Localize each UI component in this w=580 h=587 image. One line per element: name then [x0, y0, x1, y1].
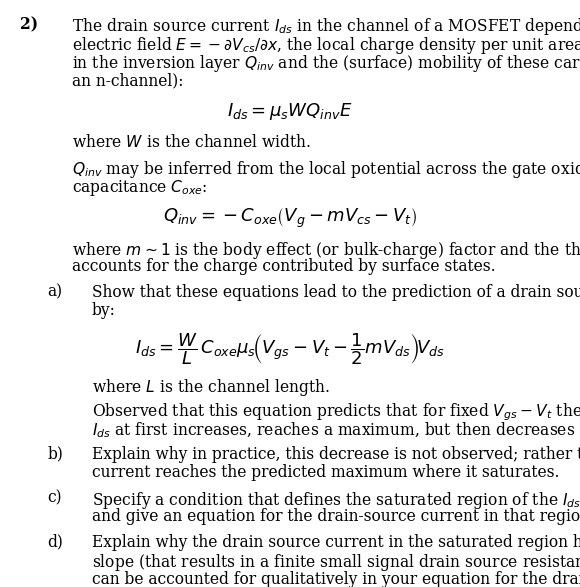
Text: by:: by:	[92, 302, 115, 319]
Text: The drain source current $I_{ds}$ in the channel of a MOSFET depends upon the lo: The drain source current $I_{ds}$ in the…	[72, 16, 580, 38]
Text: in the inversion layer $Q_{inv}$ and the (surface) mobility of these carriers $\: in the inversion layer $Q_{inv}$ and the…	[72, 53, 580, 75]
Text: accounts for the charge contributed by surface states.: accounts for the charge contributed by s…	[72, 258, 496, 275]
Text: b): b)	[48, 446, 63, 463]
Text: $Q_{inv}$ may be inferred from the local potential across the gate oxide and the: $Q_{inv}$ may be inferred from the local…	[72, 160, 580, 180]
Text: Explain why in practice, this decrease is not observed; rather the drain source: Explain why in practice, this decrease i…	[92, 446, 580, 463]
Text: Explain why the drain source current in the saturated region has a small positiv: Explain why the drain source current in …	[92, 534, 580, 551]
Text: slope (that results in a finite small signal drain source resistance $r_{ds}$) a: slope (that results in a finite small si…	[92, 552, 580, 573]
Text: where $W$ is the channel width.: where $W$ is the channel width.	[72, 134, 311, 151]
Text: Observed that this equation predicts that for fixed $V_{gs} - V_t$ the drain sou: Observed that this equation predicts tha…	[92, 402, 580, 423]
Text: 2): 2)	[20, 16, 38, 33]
Text: Specify a condition that defines the saturated region of the $I_{ds}$, $V_{ds}$ : Specify a condition that defines the sat…	[92, 490, 580, 511]
Text: a): a)	[48, 284, 63, 301]
Text: $Q_{inv} = -C_{oxe}\left(V_g - mV_{cs} - V_t\right)$: $Q_{inv} = -C_{oxe}\left(V_g - mV_{cs} -…	[163, 207, 417, 230]
Text: where $L$ is the channel length.: where $L$ is the channel length.	[92, 377, 330, 398]
Text: electric field $E = -\partial V_{cs}/\partial x$, the local charge density per u: electric field $E = -\partial V_{cs}/\pa…	[72, 35, 580, 56]
Text: capacitance $C_{oxe}$:: capacitance $C_{oxe}$:	[72, 178, 208, 198]
Text: where $m{\sim}1$ is the body effect (or bulk-charge) factor and the threshold vo: where $m{\sim}1$ is the body effect (or …	[72, 240, 580, 261]
Text: Show that these equations lead to the prediction of a drain source current given: Show that these equations lead to the pr…	[92, 284, 580, 301]
Text: d): d)	[48, 534, 63, 551]
Text: $I_{ds} = \dfrac{W}{L}\,C_{oxe}\mu_s\!\left(V_{gs} - V_t - \dfrac{1}{2}mV_{ds}\r: $I_{ds} = \dfrac{W}{L}\,C_{oxe}\mu_s\!\l…	[135, 331, 445, 367]
Text: c): c)	[48, 490, 62, 507]
Text: $I_{ds}$ at first increases, reaches a maximum, but then decreases with increasi: $I_{ds}$ at first increases, reaches a m…	[92, 420, 580, 441]
Text: can be accounted for qualitatively in your equation for the drain-source current: can be accounted for qualitatively in yo…	[92, 571, 580, 587]
Text: $I_{ds} = \mu_s W Q_{inv} E$: $I_{ds} = \mu_s W Q_{inv} E$	[227, 101, 353, 122]
Text: an n-channel):: an n-channel):	[72, 72, 184, 89]
Text: and give an equation for the drain-source current in that region.: and give an equation for the drain-sourc…	[92, 508, 580, 525]
Text: current reaches the predicted maximum where it saturates.: current reaches the predicted maximum wh…	[92, 464, 559, 481]
